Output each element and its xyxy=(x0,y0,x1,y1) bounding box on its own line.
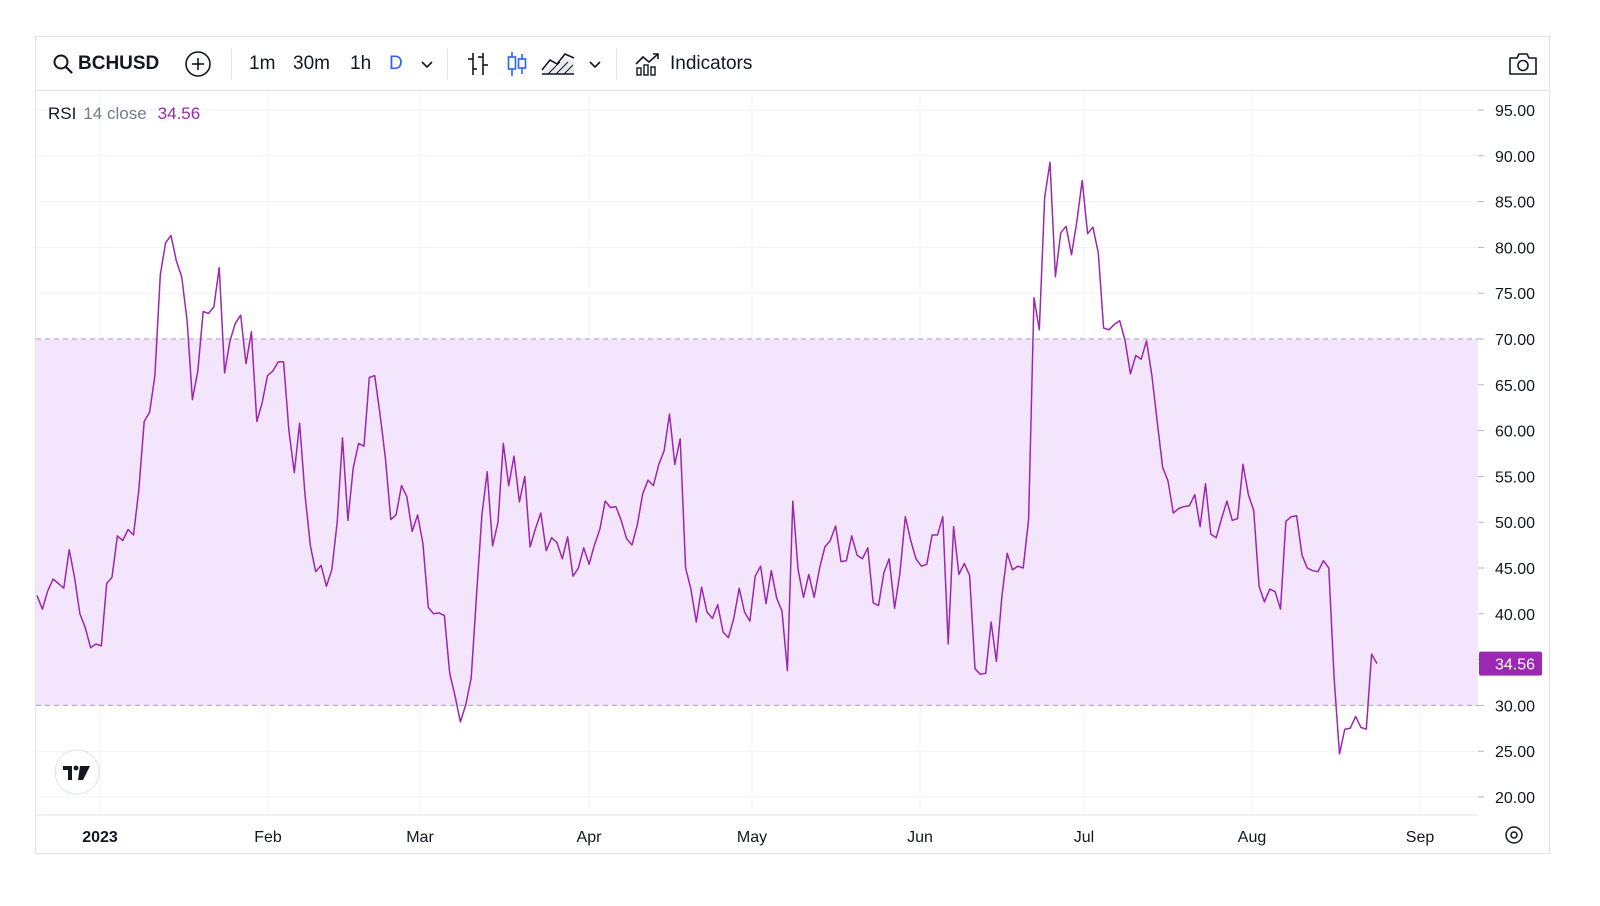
axis-settings-button[interactable] xyxy=(1505,826,1523,844)
x-axis: 2023 Feb Mar Apr May Jun Jul Aug Sep xyxy=(36,814,1478,846)
y-axis: 95.00 90.00 85.00 80.00 75.00 70.00 65.00 60.00… xyxy=(1478,103,1535,807)
bars-style-button[interactable] xyxy=(465,37,491,91)
search-icon xyxy=(53,54,73,74)
area-chart-icon xyxy=(541,53,575,75)
y-tick-label: 75.00 xyxy=(1495,286,1535,303)
interval-dropdown-button[interactable] xyxy=(419,37,435,91)
legend-name: RSI xyxy=(48,104,76,123)
legend-params: 14 close xyxy=(83,104,146,123)
y-tick-label: 80.00 xyxy=(1495,240,1535,257)
interval-1m-button[interactable]: 1m xyxy=(249,53,276,74)
area-style-button[interactable] xyxy=(540,37,576,91)
x-tick-label: 2023 xyxy=(82,829,118,846)
symbol-search-button[interactable]: BCHUSD xyxy=(52,37,159,91)
y-tick-label: 25.00 xyxy=(1495,744,1535,761)
legend: RSI 14 close 34.56 xyxy=(48,104,200,123)
tradingview-logo[interactable] xyxy=(54,749,100,795)
y-tick-label: 50.00 xyxy=(1495,515,1535,532)
interval-1h-button[interactable]: 1h xyxy=(350,53,372,74)
last-value-badge-text: 34.56 xyxy=(1495,657,1535,674)
bar-chart-icon xyxy=(468,53,488,75)
y-tick-label: 95.00 xyxy=(1495,103,1535,120)
candles-icon xyxy=(507,52,527,76)
y-tick-label: 45.00 xyxy=(1495,561,1535,578)
candles-style-button[interactable] xyxy=(505,37,529,91)
chart-style-dropdown-button[interactable] xyxy=(587,37,603,91)
y-tick-label: 60.00 xyxy=(1495,424,1535,441)
chevron-down-icon xyxy=(421,61,433,69)
interval-30m-button[interactable]: 30m xyxy=(293,53,330,74)
rsi-band-background xyxy=(36,339,1478,706)
chevron-down-icon xyxy=(589,61,601,69)
symbol-label: BCHUSD xyxy=(78,53,160,74)
indicators-label: Indicators xyxy=(670,53,753,74)
y-tick-label: 70.00 xyxy=(1495,332,1535,349)
y-tick-label: 85.00 xyxy=(1495,195,1535,212)
add-symbol-icon xyxy=(185,51,211,77)
compare-symbol-button[interactable] xyxy=(184,37,212,91)
toolbar-divider xyxy=(616,49,617,79)
x-tick-label: Mar xyxy=(406,829,434,846)
last-value-badge: 34.56 xyxy=(1479,651,1542,676)
x-tick-label: Feb xyxy=(254,829,282,846)
interval-d-button[interactable]: D xyxy=(389,53,403,74)
y-tick-label: 40.00 xyxy=(1495,607,1535,624)
last-value-badge-bg xyxy=(1479,651,1542,676)
x-tick-label: May xyxy=(737,829,767,846)
x-tick-label: Apr xyxy=(577,829,603,846)
toolbar-divider xyxy=(447,49,448,79)
y-tick-label: 90.00 xyxy=(1495,149,1535,166)
rsi-series-line xyxy=(36,161,1378,755)
y-tick-label: 20.00 xyxy=(1495,790,1535,807)
y-tick-label: 65.00 xyxy=(1495,378,1535,395)
toolbar-divider xyxy=(231,49,232,79)
indicators-icon xyxy=(635,53,659,76)
x-tick-label: Aug xyxy=(1238,829,1266,846)
y-tick-label: 30.00 xyxy=(1495,698,1535,715)
toolbar: BCHUSD 1m 30m 1h D xyxy=(36,37,1549,91)
camera-icon xyxy=(1509,53,1537,75)
x-tick-label: Sep xyxy=(1406,829,1435,846)
legend-value: 34.56 xyxy=(158,104,201,123)
y-tick-label: 55.00 xyxy=(1495,469,1535,486)
indicators-button[interactable]: Indicators xyxy=(634,37,752,91)
x-tick-label: Jun xyxy=(907,829,933,846)
snapshot-button[interactable] xyxy=(1507,37,1539,91)
x-tick-label: Jul xyxy=(1074,829,1094,846)
